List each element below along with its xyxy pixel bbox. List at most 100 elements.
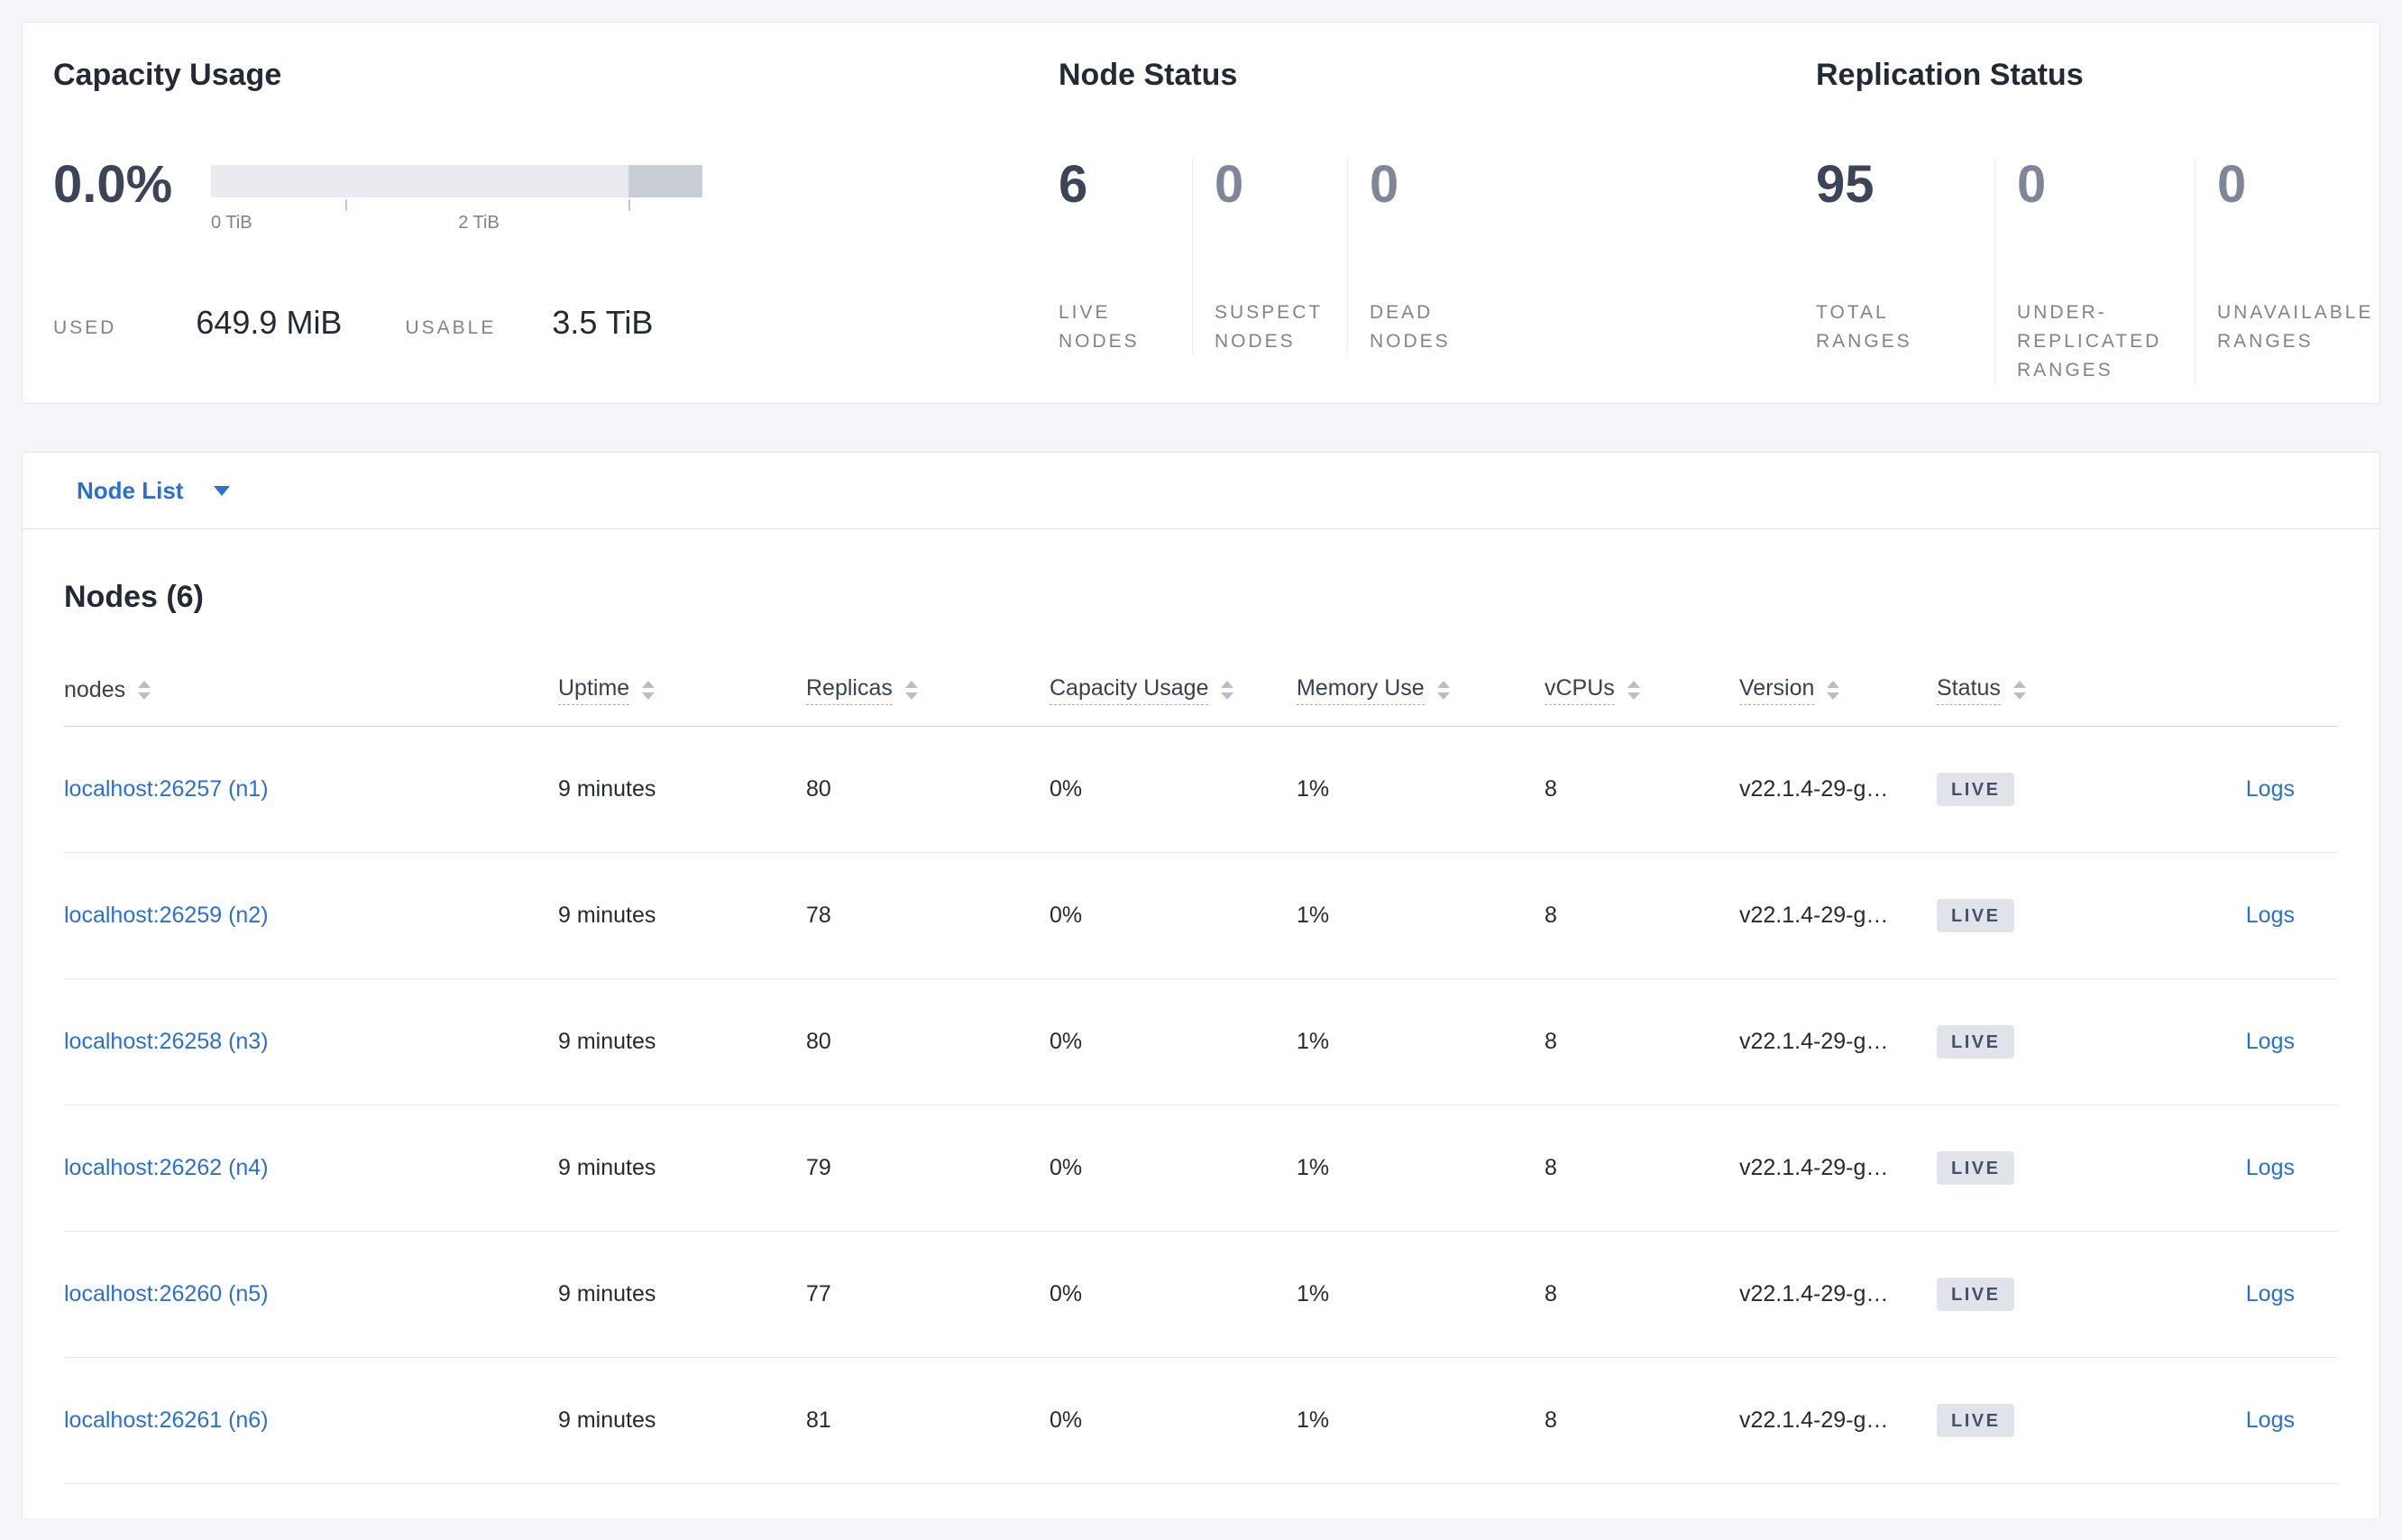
capacity-cell: 0% [1050, 1407, 1083, 1433]
sort-icon[interactable] [1221, 681, 1234, 700]
node-link[interactable]: localhost:26261 (n6) [64, 1407, 269, 1433]
uptime-cell: 9 minutes [558, 776, 656, 802]
column-header-label: Version [1739, 675, 1815, 705]
replicas-cell: 80 [806, 1029, 831, 1054]
status-badge: LIVE [1937, 773, 2015, 806]
capacity-cell: 0% [1050, 776, 1083, 802]
uptime-cell: 9 minutes [558, 1407, 656, 1433]
memory-cell: 1% [1297, 903, 1330, 928]
column-header-uptime[interactable]: Uptime [558, 675, 806, 705]
usable-label: USABLE [405, 317, 497, 338]
uptime-cell: 9 minutes [558, 903, 656, 928]
stat-live-nodes: 6 LIVE NODES [1059, 157, 1192, 356]
node-link[interactable]: localhost:26259 (n2) [64, 903, 269, 928]
stat-under-replicated-ranges: 0 UNDER-REPLICATED RANGES [1994, 157, 2195, 385]
axis-tick-mark [344, 199, 347, 211]
stat-label: UNAVAILABLE RANGES [2217, 301, 2374, 352]
table-row: localhost:26262 (n4) 9 minutes 79 0% 1% … [64, 1105, 2338, 1232]
node-link[interactable]: localhost:26260 (n5) [64, 1281, 269, 1306]
capacity-cell: 0% [1050, 1155, 1083, 1180]
column-header-label: nodes [64, 677, 126, 702]
memory-cell: 1% [1297, 1407, 1330, 1433]
nodes-table-section: Nodes (6) nodes Uptime Replicas [23, 529, 2379, 1518]
sort-icon[interactable] [2012, 681, 2026, 700]
column-header-label: Memory Use [1297, 675, 1425, 705]
replicas-cell: 79 [806, 1155, 831, 1180]
table-row: localhost:26260 (n5) 9 minutes 77 0% 1% … [64, 1232, 2338, 1358]
cluster-summary-card: Capacity Usage 0.0% 0 TiB 2 TiB USED [22, 22, 2380, 404]
node-list-panel: Node List Nodes (6) nodes Uptime Replica… [22, 452, 2380, 1518]
logs-link[interactable]: Logs [2245, 776, 2295, 802]
logs-link[interactable]: Logs [2245, 1281, 2295, 1306]
vcpus-cell: 8 [1545, 903, 1557, 928]
uptime-cell: 9 minutes [558, 1155, 656, 1180]
node-list-dropdown-label: Node List [77, 476, 184, 504]
status-badge: LIVE [1937, 899, 2015, 932]
axis-tick-label: 0 TiB [211, 213, 252, 233]
status-badge: LIVE [1937, 1278, 2015, 1311]
version-cell: v22.1.4-29-g… [1739, 1281, 1889, 1306]
sort-icon[interactable] [1827, 681, 1840, 700]
table-row: localhost:26258 (n3) 9 minutes 80 0% 1% … [64, 979, 2338, 1105]
stat-value: 0 [2217, 155, 2247, 214]
column-header-label: Status [1937, 675, 2001, 705]
sort-icon[interactable] [1627, 681, 1640, 700]
chevron-down-icon [214, 485, 231, 496]
capacity-cell: 0% [1050, 1281, 1083, 1306]
usable-value: 3.5 TiB [552, 304, 654, 341]
node-link[interactable]: localhost:26262 (n4) [64, 1155, 269, 1180]
column-header-label: Replicas [806, 675, 893, 705]
stat-label: UNDER-REPLICATED RANGES [2017, 301, 2162, 380]
logs-link[interactable]: Logs [2245, 903, 2295, 928]
version-cell: v22.1.4-29-g… [1739, 1155, 1889, 1180]
column-header-label: Uptime [558, 675, 630, 705]
memory-cell: 1% [1297, 1155, 1330, 1180]
stat-value: 95 [1816, 155, 1875, 214]
status-badge: LIVE [1937, 1404, 2015, 1437]
version-cell: v22.1.4-29-g… [1739, 1029, 1889, 1054]
capacity-usage-title: Capacity Usage [53, 58, 282, 92]
column-header-vcpus[interactable]: vCPUs [1545, 675, 1739, 705]
column-header-version[interactable]: Version [1739, 675, 1937, 705]
node-link[interactable]: localhost:26257 (n1) [64, 776, 269, 802]
version-cell: v22.1.4-29-g… [1739, 903, 1889, 928]
sort-icon[interactable] [904, 681, 918, 700]
node-list-dropdown[interactable]: Node List [23, 453, 2379, 529]
column-header-status[interactable]: Status [1937, 675, 2135, 705]
vcpus-cell: 8 [1545, 1407, 1557, 1433]
table-row: localhost:26259 (n2) 9 minutes 78 0% 1% … [64, 853, 2338, 979]
node-status-title: Node Status [1059, 58, 1238, 92]
replicas-cell: 78 [806, 903, 831, 928]
sort-icon[interactable] [138, 681, 151, 700]
uptime-cell: 9 minutes [558, 1281, 656, 1306]
table-header-row: nodes Uptime Replicas Capacity Usage [64, 655, 2338, 727]
status-badge: LIVE [1937, 1151, 2015, 1185]
column-header-capacity-usage[interactable]: Capacity Usage [1050, 675, 1297, 705]
logs-link[interactable]: Logs [2245, 1029, 2295, 1054]
column-header-nodes[interactable]: nodes [64, 677, 558, 703]
memory-cell: 1% [1297, 776, 1330, 802]
status-badge: LIVE [1937, 1025, 2015, 1059]
sort-icon[interactable] [1436, 681, 1450, 700]
sort-icon[interactable] [642, 681, 656, 700]
stat-label: SUSPECT NODES [1215, 301, 1323, 352]
column-header-memory-use[interactable]: Memory Use [1297, 675, 1545, 705]
version-cell: v22.1.4-29-g… [1739, 1407, 1889, 1433]
replicas-cell: 77 [806, 1281, 831, 1306]
stat-value: 0 [1215, 155, 1244, 214]
logs-link[interactable]: Logs [2245, 1155, 2295, 1180]
capacity-cell: 0% [1050, 903, 1083, 928]
axis-tick-label: 2 TiB [458, 213, 500, 233]
column-header-replicas[interactable]: Replicas [806, 675, 1050, 705]
stat-unavailable-ranges: 0 UNAVAILABLE RANGES [2195, 155, 2395, 385]
used-value: 649.9 MiB [196, 304, 343, 341]
logs-link[interactable]: Logs [2245, 1407, 2295, 1433]
node-link[interactable]: localhost:26258 (n3) [64, 1029, 269, 1054]
capacity-bar-reserved-segment [628, 165, 702, 197]
nodes-table: nodes Uptime Replicas Capacity Usage [64, 655, 2338, 1484]
vcpus-cell: 8 [1545, 1281, 1557, 1306]
node-status-section: Node Status 6 LIVE NODES 0 SUSPECT NODES… [1059, 57, 1816, 403]
version-cell: v22.1.4-29-g… [1739, 776, 1889, 802]
capacity-cell: 0% [1050, 1029, 1083, 1054]
